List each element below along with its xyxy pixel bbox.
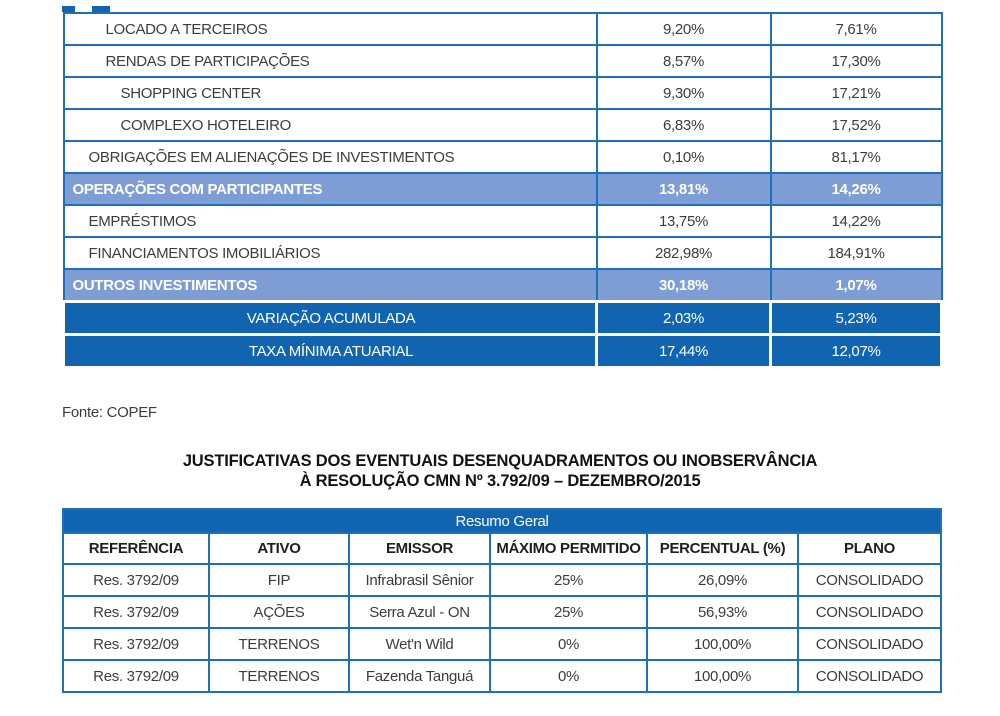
column-header: PERCENTUAL (%) — [646, 532, 799, 565]
table-row: Res. 3792/09 AÇÕES Serra Azul - ON 25% 56,93… — [62, 595, 943, 629]
table-cell: TERRENOS — [208, 627, 350, 661]
section-heading-line1: JUSTIFICATIVAS DOS EVENTUAIS DESENQUADRA… — [182, 452, 818, 470]
value-col1: 0,10% — [595, 140, 772, 174]
table-cell: Res. 3792/09 — [62, 595, 210, 629]
value-col1: 9,30% — [595, 76, 772, 110]
table-cell: CONSOLIDADO — [796, 595, 943, 629]
row-label: LOCADO A TERCEIROS — [62, 12, 598, 46]
table-title: Resumo Geral — [61, 508, 943, 534]
value-col2: 17,30% — [769, 44, 943, 78]
table-row: TAXA MÍNIMA ATUARIAL 17,44% 12,07% — [62, 333, 943, 369]
table-cell: Fazenda Tanguá — [348, 659, 491, 693]
table-cell: Res. 3792/09 — [62, 563, 210, 597]
resumo-geral-table: Resumo Geral REFERÊNCIA ATIVO EMISSOR MÁXIM… — [61, 508, 943, 693]
value-col2: 17,52% — [769, 108, 943, 142]
column-header: ATIVO — [208, 532, 350, 565]
row-label: SHOPPING CENTER — [62, 76, 598, 110]
row-label: RENDAS DE PARTICIPAÇÕES — [62, 44, 598, 78]
column-header: REFERÊNCIA — [62, 532, 210, 565]
cropped-row-remnant — [62, 6, 75, 12]
row-label: COMPLEXO HOTELEIRO — [62, 108, 598, 142]
table-cell: 56,93% — [646, 595, 799, 629]
row-label: OUTROS INVESTIMENTOS — [62, 268, 598, 303]
section-heading: JUSTIFICATIVAS DOS EVENTUAIS DESENQUADRA… — [0, 451, 1000, 491]
row-label: VARIAÇÃO ACUMULADA — [62, 300, 598, 336]
source-note: Fonte: COPEF — [62, 404, 157, 421]
table-cell: 0% — [489, 659, 648, 693]
value-col2: 7,61% — [769, 12, 943, 46]
table-title-row: Resumo Geral — [61, 508, 943, 534]
column-header-row: REFERÊNCIA ATIVO EMISSOR MÁXIMO PERMITIDO PE… — [62, 532, 943, 565]
row-label: EMPRÉSTIMOS — [62, 204, 598, 238]
table-row: VARIAÇÃO ACUMULADA 2,03% 5,23% — [62, 300, 943, 336]
value-col2: 17,21% — [769, 76, 943, 110]
value-col1: 2,03% — [595, 300, 772, 336]
section-heading-line2: À RESOLUÇÃO CMN Nº 3.792/09 – DEZEMBRO/2… — [299, 472, 701, 490]
table-cell: Res. 3792/09 — [62, 659, 210, 693]
table-row: FINANCIAMENTOS IMOBILIÁRIOS 282,98% 184,91… — [62, 236, 943, 270]
value-col1: 13,75% — [595, 204, 772, 238]
table-cell: 100,00% — [646, 627, 799, 661]
table-cell: CONSOLIDADO — [796, 659, 943, 693]
table-cell: Wet'n Wild — [348, 627, 491, 661]
row-label: FINANCIAMENTOS IMOBILIÁRIOS — [62, 236, 598, 270]
table-cell: 100,00% — [646, 659, 799, 693]
value-col2: 184,91% — [769, 236, 943, 270]
value-col2: 5,23% — [769, 300, 943, 336]
table-cell: TERRENOS — [208, 659, 350, 693]
table-cell: 25% — [489, 563, 648, 597]
value-col2: 12,07% — [769, 333, 943, 369]
table-row: RENDAS DE PARTICIPAÇÕES 8,57% 17,30% — [62, 44, 943, 78]
row-label: TAXA MÍNIMA ATUARIAL — [62, 333, 598, 369]
row-label: OBRIGAÇÕES EM ALIENAÇÕES DE INVESTIMENTO… — [62, 140, 598, 174]
value-col2: 14,26% — [769, 172, 943, 206]
cropped-row-remnant — [92, 6, 110, 12]
table-cell: 0% — [489, 627, 648, 661]
value-col1: 282,98% — [595, 236, 772, 270]
value-col1: 9,20% — [595, 12, 772, 46]
column-header: MÁXIMO PERMITIDO — [489, 532, 648, 565]
allocation-table: LOCADO A TERCEIROS 9,20% 7,61% RENDAS DE PA… — [62, 12, 943, 369]
value-col2: 1,07% — [769, 268, 943, 303]
table-cell: Serra Azul - ON — [348, 595, 491, 629]
table-row: Res. 3792/09 TERRENOS Wet'n Wild 0% 100,00% C… — [62, 627, 943, 661]
value-col1: 13,81% — [595, 172, 772, 206]
value-col2: 14,22% — [769, 204, 943, 238]
table-row: OUTROS INVESTIMENTOS 30,18% 1,07% — [62, 268, 943, 303]
column-header: EMISSOR — [348, 532, 491, 565]
table-row: OBRIGAÇÕES EM ALIENAÇÕES DE INVESTIMENTO… — [62, 140, 943, 174]
value-col2: 81,17% — [769, 140, 943, 174]
table-row: COMPLEXO HOTELEIRO 6,83% 17,52% — [62, 108, 943, 142]
table-row: LOCADO A TERCEIROS 9,20% 7,61% — [62, 12, 943, 46]
table-row: SHOPPING CENTER 9,30% 17,21% — [62, 76, 943, 110]
table-cell: 25% — [489, 595, 648, 629]
table-row: Res. 3792/09 TERRENOS Fazenda Tanguá 0% 100,… — [62, 659, 943, 693]
table-cell: Res. 3792/09 — [62, 627, 210, 661]
table-row: EMPRÉSTIMOS 13,75% 14,22% — [62, 204, 943, 238]
table-row: Res. 3792/09 FIP Infrabrasil Sênior 25% 26,0… — [62, 563, 943, 597]
table-cell: AÇÕES — [208, 595, 350, 629]
row-label: OPERAÇÕES COM PARTICIPANTES — [62, 172, 598, 206]
table-row: OPERAÇÕES COM PARTICIPANTES 13,81% 14,26% — [62, 172, 943, 206]
column-header: PLANO — [796, 532, 943, 565]
value-col1: 17,44% — [595, 333, 772, 369]
table-cell: 26,09% — [646, 563, 799, 597]
value-col1: 8,57% — [595, 44, 772, 78]
table-cell: CONSOLIDADO — [796, 563, 943, 597]
value-col1: 30,18% — [595, 268, 772, 303]
table-cell: Infrabrasil Sênior — [348, 563, 491, 597]
table-cell: CONSOLIDADO — [796, 627, 943, 661]
value-col1: 6,83% — [595, 108, 772, 142]
table-cell: FIP — [208, 563, 350, 597]
